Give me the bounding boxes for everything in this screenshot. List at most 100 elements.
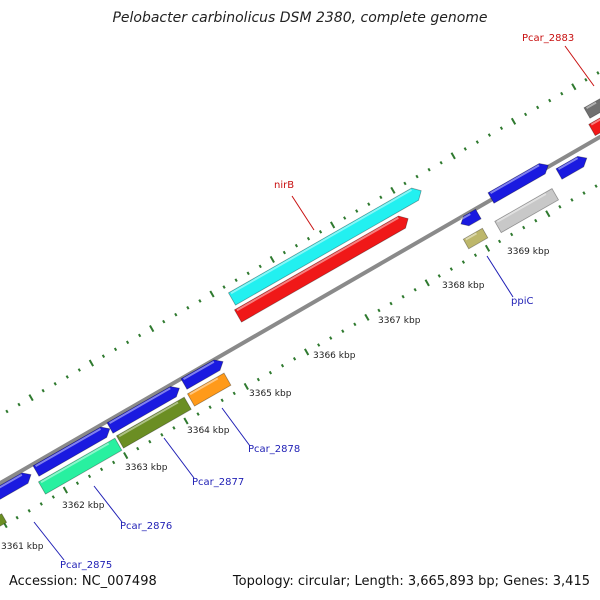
topology-summary: Topology: circular; Length: 3,665,893 bp…	[232, 574, 590, 589]
minor-tick	[75, 481, 80, 485]
minor-tick	[523, 112, 528, 117]
minor-tick	[27, 509, 31, 513]
scale-label-3369: 3369 kbp	[507, 247, 550, 257]
minor-tick	[77, 368, 81, 372]
gene-blue-1-shine	[0, 473, 23, 489]
gene-label-pcar-2878[interactable]: Pcar_2878	[248, 444, 300, 455]
gene-mint-shine	[40, 442, 110, 484]
gene-blue-6	[555, 155, 588, 180]
minor-tick	[499, 126, 504, 130]
minor-tick	[413, 287, 417, 292]
minor-tick	[427, 167, 431, 172]
minor-tick	[570, 198, 574, 202]
inner-tick-row	[5, 71, 600, 414]
gene-blue-4-shine	[183, 360, 215, 380]
minor-tick	[87, 474, 92, 479]
gene-blue-ppic	[460, 208, 482, 227]
gene-khaki-shine	[465, 232, 478, 241]
genome-title: Pelobacter carbinolicus DSM 2380, comple…	[112, 10, 488, 26]
leader-pcar-2877	[163, 437, 195, 479]
major-tick	[484, 244, 491, 252]
leader-pcar-2878	[221, 407, 251, 447]
gene-blue-3-shine	[109, 387, 171, 424]
minor-tick	[318, 230, 323, 234]
minor-tick	[232, 391, 236, 396]
major-tick	[88, 359, 94, 367]
gene-blue-2-shine	[35, 427, 102, 467]
gene-orange	[186, 372, 232, 407]
minor-tick	[403, 181, 407, 186]
minor-tick	[148, 439, 152, 444]
minor-tick	[536, 105, 540, 110]
major-tick	[209, 290, 215, 298]
minor-tick	[112, 460, 116, 465]
minor-tick	[39, 502, 43, 506]
minor-tick	[51, 495, 55, 499]
scale-label-3362: 3362 kbp	[62, 501, 105, 511]
leader-pcar-2875	[33, 521, 65, 561]
gene-cyan-nirb-shine	[230, 188, 412, 295]
minor-tick	[292, 357, 297, 361]
minor-tick	[329, 336, 333, 340]
minor-tick	[473, 253, 478, 257]
minor-tick	[548, 98, 552, 103]
minor-tick	[306, 236, 311, 241]
major-tick	[510, 117, 517, 125]
minor-tick	[341, 329, 345, 333]
gene-label-pcar-2877[interactable]: Pcar_2877	[192, 477, 244, 488]
minor-tick	[560, 91, 564, 96]
minor-tick	[160, 433, 164, 437]
minor-tick	[208, 405, 212, 409]
minor-tick	[534, 218, 538, 223]
gene-label-nirb[interactable]: nirB	[274, 180, 294, 191]
major-tick	[269, 255, 275, 263]
gene-darkgray	[583, 98, 600, 119]
tick-marks	[2, 71, 600, 529]
minor-tick	[234, 278, 238, 282]
minor-tick	[268, 370, 273, 375]
minor-tick	[343, 216, 347, 220]
minor-tick	[377, 308, 381, 313]
minor-tick	[582, 191, 586, 195]
label-leader-lines	[33, 45, 595, 561]
minor-tick	[53, 382, 57, 386]
minor-tick	[389, 301, 393, 306]
leader-pcar-2883	[564, 45, 595, 87]
minor-tick	[594, 184, 598, 188]
minor-tick	[99, 467, 104, 472]
minor-tick	[439, 160, 443, 165]
gene-blue-4	[180, 359, 224, 390]
leader-nirb	[291, 195, 315, 231]
minor-tick	[282, 250, 286, 255]
gene-blue-5	[487, 163, 549, 204]
gene-label-ppic[interactable]: ppiC	[511, 296, 533, 307]
gene-olive-start	[0, 513, 8, 527]
major-tick	[330, 221, 336, 229]
major-tick	[62, 486, 68, 494]
gene-red-1-shine	[236, 216, 399, 312]
scale-label-3368: 3368 kbp	[442, 281, 485, 291]
minor-tick	[186, 306, 190, 310]
minor-tick	[138, 333, 142, 338]
minor-tick	[437, 274, 441, 278]
minor-tick	[101, 354, 106, 358]
minor-tick	[401, 294, 405, 299]
gene-blue-2	[32, 426, 111, 477]
gene-red-2-shine	[590, 118, 600, 126]
gene-features	[0, 98, 600, 527]
gene-label-pcar-2876[interactable]: Pcar_2876	[120, 521, 172, 532]
gene-label-pcar-2883[interactable]: Pcar_2883	[522, 33, 574, 44]
gene-khaki	[462, 227, 489, 250]
gene-olive-shine	[118, 401, 179, 438]
major-tick	[424, 279, 430, 287]
gene-blue-5-shine	[490, 164, 540, 194]
scale-label-3361: 3361 kbp	[1, 542, 44, 552]
major-tick	[243, 382, 249, 390]
gene-label-pcar-2875[interactable]: Pcar_2875	[60, 560, 112, 571]
minor-tick	[463, 147, 467, 151]
scale-label-3367: 3367 kbp	[378, 316, 421, 326]
minor-tick	[256, 377, 260, 382]
scale-label-3366: 3366 kbp	[313, 351, 356, 361]
minor-tick	[522, 225, 526, 230]
